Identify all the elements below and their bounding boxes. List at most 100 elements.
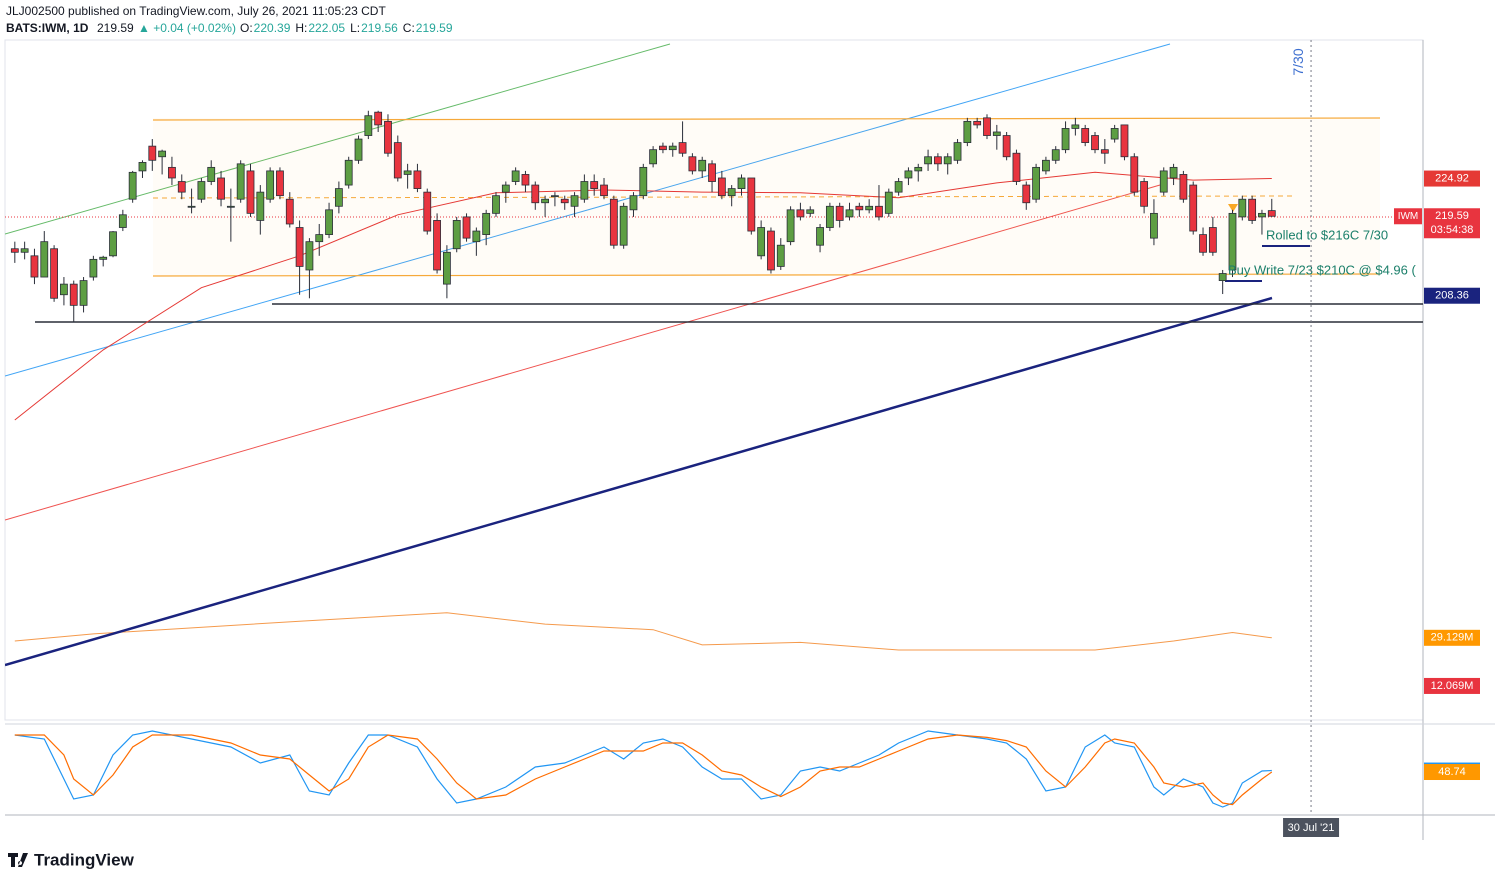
candle-body: [128, 171, 137, 200]
candle-body: [364, 115, 373, 136]
candle-body: [786, 209, 795, 243]
candle-body: [1267, 210, 1276, 217]
horizontal-line: [152, 195, 1296, 199]
candle-body: [600, 184, 608, 197]
candle-body: [285, 198, 294, 225]
candle-body: [148, 145, 157, 161]
candle-body: [40, 241, 49, 278]
candle-body: [256, 191, 265, 221]
candle-body: [1071, 124, 1080, 129]
candle-body: [1199, 234, 1207, 253]
candle-body: [295, 227, 304, 267]
candle-body: [1091, 135, 1099, 151]
ohlc-label: L:: [350, 21, 360, 35]
publisher: JLJ002500 published on TradingView.com, …: [6, 4, 386, 18]
candle-body: [1258, 212, 1266, 218]
candle-body: [737, 177, 746, 189]
candle-body: [334, 188, 343, 207]
candle-body: [492, 195, 500, 214]
price-tag-label: 208.36: [1435, 290, 1469, 302]
candle-body: [924, 156, 932, 165]
candle-body: [904, 170, 913, 179]
annotation: Rolled to $216C 7/30: [1266, 227, 1388, 242]
logo: TradingView: [8, 850, 135, 869]
candle-body: [177, 181, 186, 193]
annotations: Rolled to $216C 7/30 Buy Write 7/23 $210C…: [1228, 227, 1417, 277]
trend-line: [5, 43, 1171, 377]
candle-body: [158, 150, 167, 158]
candle-body: [226, 205, 235, 208]
crosshair-label: 30 Jul '21: [1288, 822, 1335, 834]
candle-body: [511, 170, 520, 182]
candle-body: [963, 120, 972, 144]
candle-body: [413, 170, 422, 189]
candle-body: [89, 258, 98, 278]
candle-body: [1140, 181, 1149, 207]
price-series: Rolled to $216C 7/30 Buy Write 7/23 $210C…: [10, 40, 1417, 815]
axis-tags: 30 Jul '21 224.92 219.59 03:54:38 IWM 208.36 2…: [1283, 170, 1480, 837]
candle-body: [894, 181, 903, 193]
candle-body: [246, 170, 255, 214]
candle-body: [1110, 128, 1119, 140]
candle-body: [983, 117, 991, 136]
candle-body: [374, 111, 383, 126]
volume-ma: [14, 612, 1272, 651]
candle-body: [1218, 273, 1227, 281]
logo-icon: [8, 853, 28, 867]
price-tag-label: 219.59: [1435, 210, 1469, 222]
candle-body: [1100, 149, 1109, 154]
ohlc-label: H:: [295, 21, 307, 35]
candle-body: [10, 248, 19, 253]
price-tag-label: 29.129M: [1431, 632, 1474, 644]
price-tag-label: 224.92: [1435, 172, 1469, 184]
crosshair-note: 7/30: [1290, 48, 1306, 75]
candle-body: [619, 205, 628, 246]
trend-line: [5, 43, 671, 235]
ohlc-value: 220.39: [254, 21, 291, 35]
candle-body: [531, 184, 540, 204]
candle-body: [60, 283, 68, 296]
candle-body: [276, 170, 284, 197]
candle-body: [1130, 156, 1139, 193]
candle-body: [521, 174, 530, 186]
candle-body: [953, 142, 962, 161]
candle-body: [344, 159, 353, 186]
candle-body: [767, 230, 775, 271]
candle-body: [649, 149, 658, 165]
candle-body: [442, 251, 451, 285]
candle-body: [1022, 184, 1031, 204]
candle-body: [992, 131, 1001, 136]
symbol-tag: [1394, 208, 1422, 225]
symbol: BATS:IWM, 1D: [6, 21, 89, 35]
candle-body: [236, 163, 245, 200]
candle-body: [776, 244, 785, 267]
candle-body: [69, 283, 78, 306]
candle-body: [668, 145, 677, 151]
candle-body: [845, 209, 854, 218]
candles: [10, 110, 1276, 421]
candle-body: [865, 205, 874, 211]
countdown: 03:54:38: [1431, 224, 1474, 236]
crosshair-box: [1283, 818, 1340, 837]
price-tag: [1424, 764, 1480, 781]
price-tag: [1424, 208, 1480, 239]
candle-body: [1120, 124, 1129, 158]
candle-body: [727, 188, 736, 197]
candle-body: [197, 181, 206, 200]
candle-body: [315, 234, 324, 243]
candle-body: [1228, 212, 1237, 271]
candle-body: [79, 280, 88, 306]
stoch-k: [14, 730, 1272, 808]
candle-body: [168, 166, 176, 179]
volume: [14, 612, 1272, 651]
candle-body: [551, 195, 559, 198]
candle-body: [688, 156, 697, 172]
candle-body: [629, 195, 638, 211]
candle-body: [698, 159, 707, 172]
trend-line: [5, 184, 1161, 521]
price-tag: [1424, 287, 1480, 304]
candle-body: [99, 256, 108, 260]
candle-body: [914, 166, 923, 172]
horizontal-line: [152, 273, 1381, 277]
